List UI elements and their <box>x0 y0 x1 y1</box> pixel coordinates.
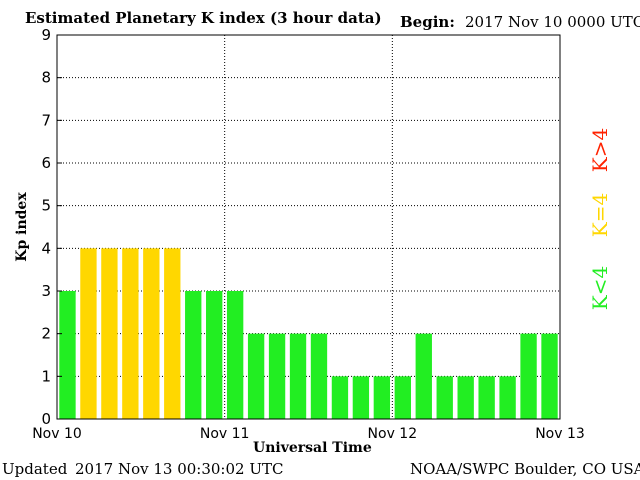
x-axis-label: Universal Time <box>253 440 372 456</box>
kp-bar-0 <box>59 291 76 419</box>
ytick-label-5: 5 <box>41 197 51 215</box>
kp-bar-18 <box>436 376 453 419</box>
ytick-label-3: 3 <box>41 282 51 300</box>
xtick-label-3: Nov 13 <box>535 426 585 442</box>
ytick-label-2: 2 <box>41 325 51 343</box>
xtick-label-0: Nov 10 <box>32 426 82 442</box>
kp-bar-7 <box>206 291 223 419</box>
legend-high: K>4 <box>588 127 612 173</box>
kp-bar-14 <box>352 376 370 419</box>
kp-bar-4 <box>143 248 160 419</box>
ytick-label-9: 9 <box>41 26 51 44</box>
plot-frame <box>56 34 561 420</box>
kp-bar-16 <box>394 376 411 419</box>
y-axis-label: Kp index <box>14 192 30 262</box>
updated-label: Updated <box>2 460 68 478</box>
kp-bar-3 <box>122 248 139 419</box>
kp-bar-5 <box>164 248 181 419</box>
begin-label: Begin: <box>400 13 455 31</box>
source-credit: NOAA/SWPC Boulder, CO USA <box>410 460 640 478</box>
kp-bar-23 <box>541 333 558 419</box>
kp-bar-20 <box>478 376 495 419</box>
kp-bar-17 <box>415 333 432 419</box>
kp-bar-11 <box>289 333 307 419</box>
grid-lines <box>57 35 560 419</box>
kp-bar-12 <box>310 333 328 419</box>
ytick-label-8: 8 <box>41 69 51 87</box>
kp-bar-2 <box>101 248 118 419</box>
kp-bar-21 <box>499 376 516 419</box>
xtick-label-2: Nov 12 <box>368 426 418 442</box>
chart-title: Estimated Planetary K index (3 hour data… <box>25 9 382 27</box>
kp-bar-15 <box>373 376 391 419</box>
kp-bar-13 <box>331 376 349 419</box>
kp-bar-8 <box>226 291 244 419</box>
kp-bar-1 <box>80 248 97 419</box>
ytick-label-7: 7 <box>41 111 51 129</box>
updated-value: 2017 Nov 13 00:30:02 UTC <box>75 460 284 478</box>
kp-bar-22 <box>520 333 537 419</box>
ytick-label-6: 6 <box>41 154 51 172</box>
begin-value: 2017 Nov 10 0000 UTC <box>465 13 640 31</box>
xtick-label-1: Nov 11 <box>200 426 250 442</box>
legend-low: K<4 <box>588 265 612 311</box>
kp-bar-9 <box>247 333 265 419</box>
kp-bar-10 <box>268 333 286 419</box>
ytick-label-4: 4 <box>41 239 51 257</box>
legend-equal: K=4 <box>588 192 612 238</box>
ytick-label-0: 0 <box>41 410 51 428</box>
kp-bar-6 <box>185 291 202 419</box>
bars <box>59 248 558 419</box>
kp-bar-19 <box>457 376 474 419</box>
tick-labels: 0 1 2 3 4 5 6 7 8 9 Nov 10 Nov 11 Nov 12 Nov 13 <box>32 26 585 442</box>
ytick-label-1: 1 <box>41 367 51 385</box>
